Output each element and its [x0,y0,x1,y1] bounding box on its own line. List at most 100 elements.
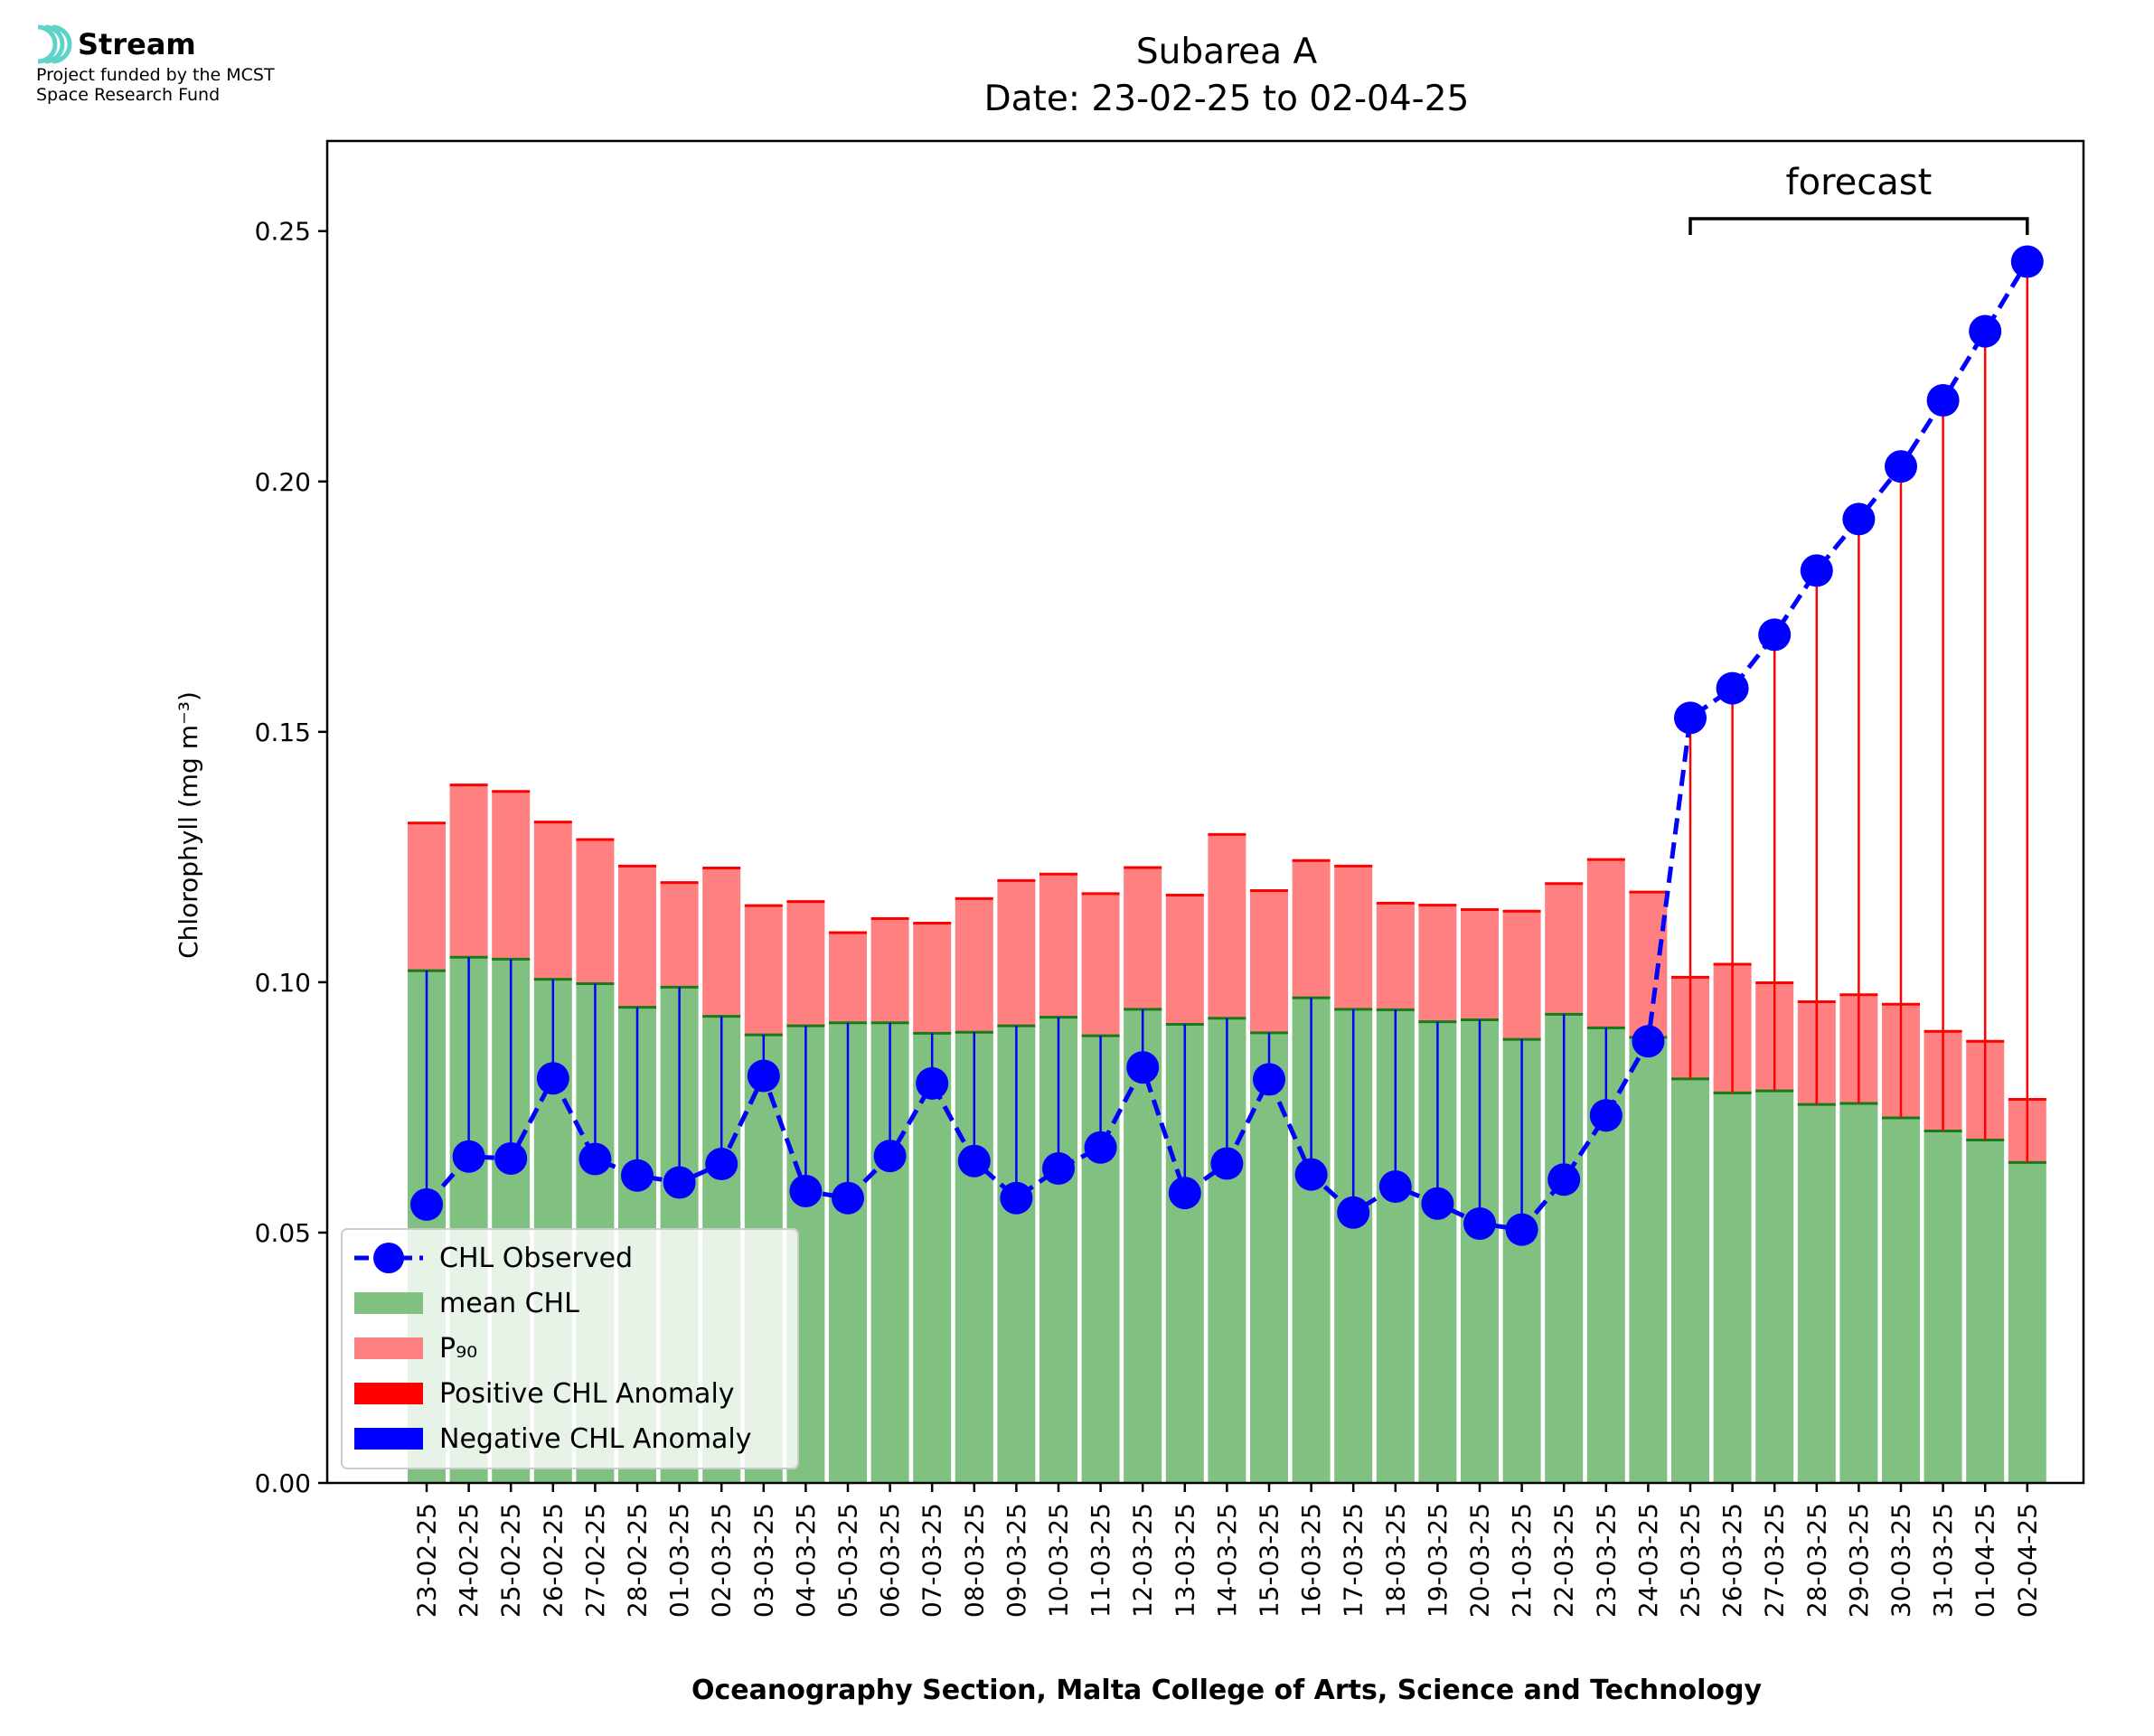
chl-observed-point [1926,384,1960,418]
y-tick-label: 0.20 [255,467,311,497]
chl-observed-point [1632,1025,1665,1058]
mean-chl-bar [1250,1032,1288,1483]
p90-bar [1461,909,1499,1020]
legend-swatch-patch [354,1292,423,1314]
x-tick-label: 26-03-25 [1717,1503,1747,1618]
chl-observed-point [621,1159,654,1192]
p90-bar [744,906,783,1036]
logo-funding-text: Project funded by the MCST Space Researc… [36,65,275,105]
p90-bar [829,933,867,1023]
mean-chl-bar [1882,1118,1920,1483]
forecast-annotation: forecast [1688,162,2029,235]
y-tick-label: 0.00 [255,1469,311,1498]
x-tick-label: 24-02-25 [454,1503,484,1618]
chl-observed-point [705,1148,738,1181]
legend-label: CHL Observed [439,1243,633,1274]
x-tick-label: 12-03-25 [1128,1503,1158,1618]
x-tick-label: 20-03-25 [1465,1503,1495,1618]
x-tick-label: 18-03-25 [1380,1503,1410,1618]
legend-swatch-patch [354,1383,423,1404]
p90-bar [1292,860,1331,999]
x-tick-label: 05-03-25 [833,1503,863,1618]
p90-bar [1250,890,1288,1033]
chl-observed-point [1294,1158,1328,1191]
y-axis-label: Chlorophyll (mg m⁻³) [174,691,203,959]
p90-bar [1629,892,1668,1037]
x-tick-label: 14-03-25 [1212,1503,1242,1618]
chl-observed-point [789,1174,823,1207]
x-tick-label: 23-02-25 [412,1503,442,1618]
stream-logo-icon [37,24,72,64]
mean-chl-bar [1755,1091,1794,1483]
x-tick-label: 06-03-25 [875,1503,905,1618]
mean-chl-bar [1966,1140,2005,1483]
forecast-label: forecast [1786,162,1933,203]
chl-observed-point [1042,1152,1075,1186]
x-tick-label: 04-03-25 [791,1503,821,1618]
chl-observed-point [536,1062,569,1095]
p90-bar [1039,874,1077,1018]
x-tick-label: 19-03-25 [1423,1503,1453,1618]
legend: CHL Observed mean CHL P₉₀ Positive CHL Anom… [341,1228,799,1469]
p90-bar [1081,893,1120,1037]
x-tick-label: 16-03-25 [1296,1503,1326,1618]
chl-observed-point [1421,1187,1454,1220]
p90-bar [408,822,446,971]
chl-observed-point [1716,671,1749,705]
forecast-bracket [1688,217,2029,235]
chl-observed-point [1674,701,1707,735]
x-tick-label: 21-03-25 [1507,1503,1537,1618]
p90-bar [1208,834,1246,1018]
p90-bar [576,839,615,984]
x-tick-label: 27-03-25 [1760,1503,1790,1618]
chl-observed-point [1000,1181,1033,1215]
chl-observed-point [1337,1196,1370,1229]
chl-observed-point [1885,450,1917,483]
x-tick-label: 08-03-25 [959,1503,989,1618]
p90-bar [1545,883,1584,1015]
chl-observed-point [873,1140,907,1173]
chl-observed-point [2010,245,2044,278]
x-tick-label: 29-03-25 [1844,1503,1874,1618]
legend-swatch-patch [354,1428,423,1450]
p90-bar [1124,868,1162,1009]
p90-bar [660,882,699,988]
x-tick-label: 01-04-25 [1971,1503,2000,1618]
p90-bar [533,821,572,980]
p90-bar [786,901,825,1027]
logo-funding-line-1: Project funded by the MCST [36,65,275,85]
x-tick-label: 09-03-25 [1002,1503,1031,1618]
chl-observed-point [1800,554,1833,587]
chl-observed-point [1589,1099,1623,1132]
chl-observed-point [452,1140,485,1173]
x-tick-label: 24-03-25 [1633,1503,1663,1618]
p90-bar [997,880,1036,1027]
chl-observed-point [747,1059,780,1093]
legend-label: P₉₀ [439,1333,477,1365]
mean-chl-bar [1671,1078,1709,1483]
mean-chl-bar [1797,1104,1836,1483]
x-axis-label: Oceanography Section, Malta College of A… [691,1675,1763,1706]
x-tick-label: 02-04-25 [2012,1503,2042,1618]
p90-bar [492,791,531,960]
logo-name: Stream [78,27,196,61]
chl-observed-point [1842,502,1876,536]
p90-bar [1502,911,1541,1040]
x-tick-label: 26-02-25 [538,1503,568,1618]
chl-observed-point [1758,618,1792,652]
anomaly-layer [425,261,2029,1230]
y-tick-label: 0.15 [255,718,311,747]
p90-bar [870,918,909,1023]
bars-layer [408,784,2046,1483]
x-tick-label: 15-03-25 [1255,1503,1284,1618]
p90-bar [1586,859,1625,1028]
legend-label: Negative CHL Anomaly [439,1423,752,1455]
mean-chl-bar [1924,1131,1962,1483]
chl-observed-point [1126,1051,1160,1084]
x-tick-label: 31-03-25 [1928,1503,1958,1618]
chl-observed-point [410,1187,443,1221]
p90-bar [913,923,952,1034]
x-tick-label: 28-03-25 [1801,1503,1831,1618]
mean-chl-bar [1629,1037,1668,1483]
